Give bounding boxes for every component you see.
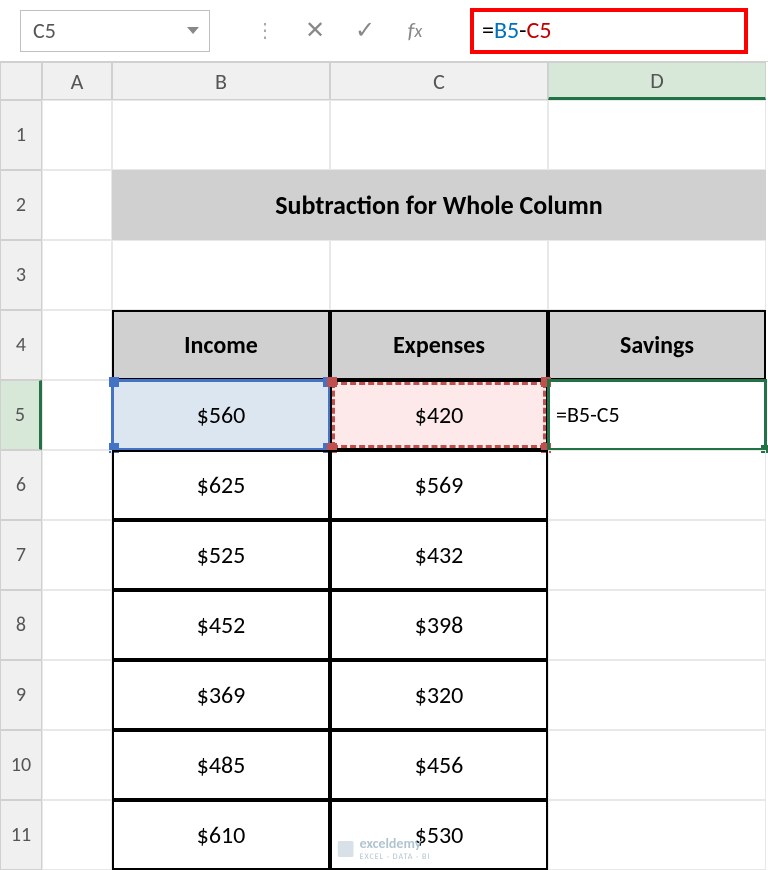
dots-icon: ⋮ (240, 10, 290, 52)
cell-c6[interactable]: $569 (330, 450, 548, 520)
cancel-icon[interactable]: ✕ (290, 10, 340, 52)
formula-eq: = (482, 16, 494, 45)
row-header-11[interactable]: 11 (0, 800, 42, 870)
row-header-10[interactable]: 10 (0, 730, 42, 800)
watermark: exceldemy EXCEL · DATA · BI (338, 835, 431, 862)
row-header-3[interactable]: 3 (0, 240, 42, 310)
col-header-b[interactable]: B (112, 62, 330, 100)
cell-c8[interactable]: $398 (330, 590, 548, 660)
cell-b5[interactable]: $560 (112, 380, 330, 450)
formula-input[interactable]: =B5-C5 (470, 8, 748, 54)
cell-b9[interactable]: $369 (112, 660, 330, 730)
cell-c9[interactable]: $320 (330, 660, 548, 730)
cell-b11[interactable]: $610 (112, 800, 330, 870)
select-all-corner[interactable] (0, 62, 42, 100)
cell-b7[interactable]: $525 (112, 520, 330, 590)
cell-d6[interactable] (548, 450, 766, 520)
fx-icon[interactable]: fx (390, 10, 440, 52)
cell-d5-value: =B5-C5 (556, 401, 620, 428)
header-savings[interactable]: Savings (548, 310, 766, 380)
header-income[interactable]: Income (112, 310, 330, 380)
formula-ref2: C5 (527, 16, 552, 45)
cell-a11[interactable] (42, 800, 112, 870)
cell-a10[interactable] (42, 730, 112, 800)
cell-a3[interactable] (42, 240, 112, 310)
cell-d1[interactable] (548, 100, 766, 170)
row-header-7[interactable]: 7 (0, 520, 42, 590)
cell-c10[interactable]: $456 (330, 730, 548, 800)
cell-b3[interactable] (112, 240, 330, 310)
cell-a1[interactable] (42, 100, 112, 170)
row-header-1[interactable]: 1 (0, 100, 42, 170)
cell-d7[interactable] (548, 520, 766, 590)
cell-a4[interactable] (42, 310, 112, 380)
cell-c3[interactable] (330, 240, 548, 310)
row-header-9[interactable]: 9 (0, 660, 42, 730)
cell-c1[interactable] (330, 100, 548, 170)
cell-c5-value: $420 (415, 401, 464, 430)
cell-d9[interactable] (548, 660, 766, 730)
cell-b8[interactable]: $452 (112, 590, 330, 660)
cell-d10[interactable] (548, 730, 766, 800)
cell-d3[interactable] (548, 240, 766, 310)
col-header-d[interactable]: D (548, 62, 766, 100)
cell-c7[interactable]: $432 (330, 520, 548, 590)
formula-bar: C5 ⋮ ✕ ✓ fx =B5-C5 (0, 0, 768, 62)
title-cell[interactable]: Subtraction for Whole Column (112, 170, 766, 240)
row-header-5[interactable]: 5 (0, 380, 42, 450)
cell-b5-value: $560 (197, 401, 246, 430)
watermark-name: exceldemy (360, 835, 431, 852)
row-header-6[interactable]: 6 (0, 450, 42, 520)
formula-ref1: B5 (494, 16, 519, 45)
cell-a8[interactable] (42, 590, 112, 660)
row-header-2[interactable]: 2 (0, 170, 42, 240)
cell-a6[interactable] (42, 450, 112, 520)
cell-d11[interactable] (548, 800, 766, 870)
cell-d5[interactable]: =B5-C5 (548, 380, 766, 450)
col-header-c[interactable]: C (330, 62, 548, 100)
cell-b1[interactable] (112, 100, 330, 170)
cell-c5[interactable]: $420 (330, 380, 548, 450)
cell-a7[interactable] (42, 520, 112, 590)
header-expenses[interactable]: Expenses (330, 310, 548, 380)
cell-b10[interactable]: $485 (112, 730, 330, 800)
cell-a2[interactable] (42, 170, 112, 240)
col-header-a[interactable]: A (42, 62, 112, 100)
row-header-4[interactable]: 4 (0, 310, 42, 380)
cell-d8[interactable] (548, 590, 766, 660)
cell-b6[interactable]: $625 (112, 450, 330, 520)
enter-icon[interactable]: ✓ (340, 10, 390, 52)
cell-a5[interactable] (42, 380, 112, 450)
name-box[interactable]: C5 (20, 10, 210, 52)
watermark-tagline: EXCEL · DATA · BI (360, 852, 431, 862)
spreadsheet-grid[interactable]: A B C D 1 2 Subtraction for Whole Column… (0, 62, 768, 870)
formula-op: - (519, 16, 526, 45)
row-header-8[interactable]: 8 (0, 590, 42, 660)
cell-a9[interactable] (42, 660, 112, 730)
